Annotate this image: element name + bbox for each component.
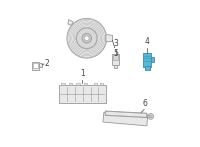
Circle shape <box>148 114 154 119</box>
Bar <box>103 112 148 126</box>
Circle shape <box>76 28 97 49</box>
Polygon shape <box>68 20 73 25</box>
Bar <box>69 83 72 85</box>
Bar <box>100 83 103 85</box>
Text: 1: 1 <box>80 69 85 78</box>
Bar <box>143 53 151 67</box>
Bar <box>114 65 117 68</box>
Circle shape <box>82 34 91 43</box>
Bar <box>151 57 154 62</box>
Text: 6: 6 <box>142 100 147 108</box>
Bar <box>61 83 65 85</box>
Bar <box>32 62 39 70</box>
Polygon shape <box>105 111 147 118</box>
Bar <box>59 85 106 103</box>
Circle shape <box>149 115 152 118</box>
Text: 3: 3 <box>113 39 118 48</box>
Bar <box>39 63 42 67</box>
Bar <box>145 66 150 70</box>
Bar <box>113 55 118 60</box>
Text: 4: 4 <box>145 37 150 46</box>
Bar <box>76 83 80 85</box>
Bar <box>84 83 87 85</box>
Circle shape <box>84 36 89 41</box>
Text: 5: 5 <box>113 49 118 58</box>
Circle shape <box>67 18 107 58</box>
Text: 2: 2 <box>45 59 50 68</box>
Bar <box>94 83 97 85</box>
Bar <box>33 63 38 68</box>
Polygon shape <box>106 35 112 42</box>
Bar <box>112 54 119 65</box>
